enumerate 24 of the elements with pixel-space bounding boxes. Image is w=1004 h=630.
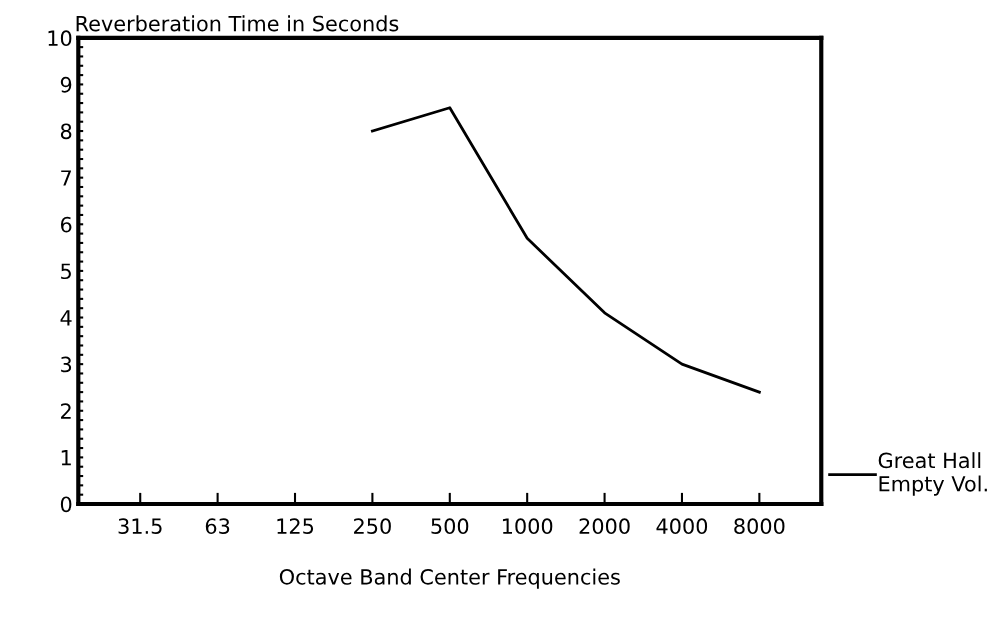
legend-label: Great Hall Empty Vol. — [878, 452, 987, 496]
x-axis-title: Octave Band Center Frequencies — [279, 568, 620, 589]
y-tick-label: 10 — [48, 30, 72, 47]
y-tick-label: 0 — [60, 496, 72, 513]
x-tick-label: 4000 — [656, 518, 708, 535]
x-tick-label: 8000 — [734, 518, 785, 535]
y-tick-label: 5 — [61, 263, 71, 280]
y-tick-label: 1 — [61, 450, 71, 466]
y-tick-label: 6 — [60, 216, 72, 233]
x-tick-label: 1000 — [502, 518, 553, 535]
x-tick-label: 63 — [205, 518, 230, 535]
y-tick-label: 3 — [61, 356, 72, 373]
x-tick-label: 500 — [431, 518, 469, 535]
x-tick-label: 2000 — [579, 518, 630, 535]
y-tick-label: 2 — [61, 403, 71, 419]
x-tick-label: 250 — [354, 518, 391, 535]
y-tick-label: 9 — [60, 76, 72, 93]
y-tick-label: 8 — [60, 123, 72, 140]
line-series — [371, 106, 761, 394]
y-tick-label: 4 — [60, 310, 72, 326]
x-tick-label: 31.5 — [118, 518, 162, 535]
y-tick-label: 7 — [61, 170, 71, 186]
y-axis-title: Reverberation Time in Seconds — [76, 15, 399, 32]
x-tick-label: 125 — [277, 518, 314, 535]
